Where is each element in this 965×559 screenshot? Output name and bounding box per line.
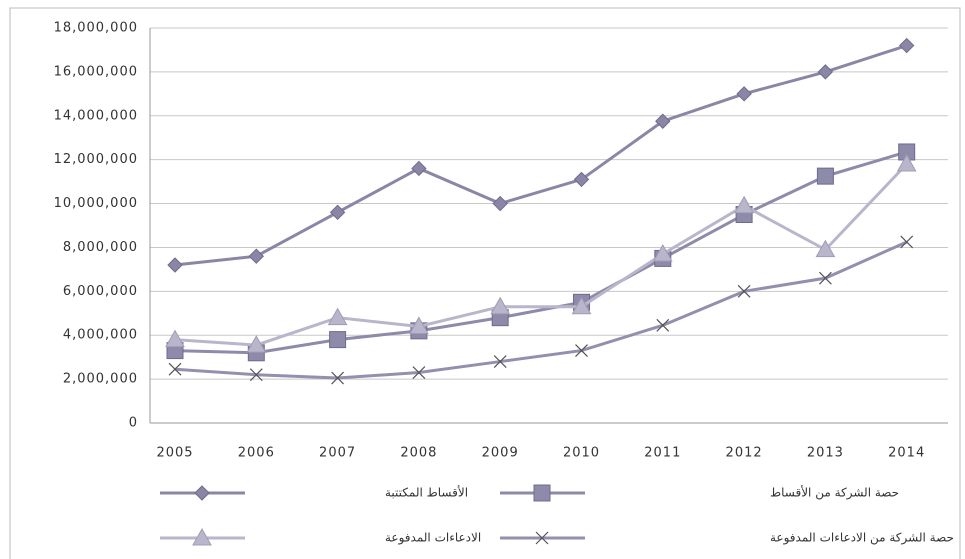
- legend-marker: [533, 484, 551, 502]
- legend-label: حصة الشركة من الادعاءات المدفوعة: [770, 531, 954, 546]
- data-point: [896, 154, 917, 172]
- data-point: [575, 344, 588, 358]
- data-point: [331, 371, 345, 385]
- data-point: [737, 284, 751, 298]
- data-point: [327, 307, 348, 326]
- x-tick-label: 2007: [319, 446, 356, 461]
- data-point: [167, 257, 183, 273]
- data-point: [817, 64, 834, 80]
- y-tick-label: 2,000,000: [63, 372, 138, 387]
- legend-label: حصة الشركة من الأقساط: [770, 485, 899, 501]
- data-point: [412, 366, 426, 379]
- data-point: [492, 195, 508, 212]
- data-point: [490, 296, 511, 315]
- data-point: [818, 271, 832, 285]
- x-tick-label: 2011: [644, 446, 681, 461]
- y-tick-label: 4,000,000: [63, 328, 138, 343]
- y-tick-label: 0: [129, 416, 138, 431]
- x-tick-label: 2008: [400, 446, 437, 461]
- legend-item: حصة الشركة من الأقساط: [500, 485, 899, 501]
- x-tick-label: 2006: [238, 446, 275, 461]
- series-line: [174, 240, 908, 380]
- data-point: [734, 195, 754, 214]
- data-point: [329, 204, 346, 221]
- x-tick-label: 2009: [482, 446, 519, 461]
- series-line: [174, 44, 908, 267]
- legend-label: الادعاءات المدفوعة: [385, 531, 481, 546]
- chart-frame: [9, 7, 961, 559]
- data-point: [168, 362, 182, 376]
- data-point: [246, 335, 267, 353]
- data-point: [329, 331, 347, 349]
- data-point: [165, 329, 185, 348]
- series-line: [174, 163, 908, 347]
- legend-marker: [192, 527, 212, 546]
- x-tick-label: 2005: [156, 446, 193, 461]
- data-point: [652, 244, 673, 262]
- series-line: [174, 150, 908, 355]
- data-point: [571, 296, 592, 315]
- y-tick-label: 16,000,000: [54, 64, 138, 79]
- y-tick-label: 12,000,000: [54, 152, 138, 167]
- legend-label: الأقساط المكتتبة: [385, 485, 468, 500]
- data-point: [655, 113, 671, 129]
- data-point: [409, 316, 429, 334]
- data-point: [656, 318, 670, 332]
- y-tick-label: 8,000,000: [63, 240, 138, 255]
- legend-marker: [535, 531, 549, 545]
- data-point: [573, 171, 590, 188]
- legend-marker: [194, 485, 210, 501]
- y-tick-label: 18,000,000: [54, 21, 138, 36]
- data-point: [815, 239, 836, 258]
- data-point: [900, 235, 914, 249]
- data-point: [248, 248, 265, 264]
- y-tick-label: 10,000,000: [54, 196, 138, 211]
- x-tick-label: 2014: [888, 446, 925, 461]
- legend-item: حصة الشركة من الادعاءات المدفوعة: [500, 531, 954, 546]
- data-point: [249, 368, 263, 382]
- data-point: [493, 355, 507, 368]
- y-tick-label: 14,000,000: [54, 108, 138, 123]
- x-tick-label: 2010: [563, 446, 600, 461]
- data-point: [898, 37, 915, 54]
- x-tick-label: 2012: [726, 446, 763, 461]
- data-point: [736, 86, 752, 102]
- data-point: [411, 160, 427, 177]
- y-tick-label: 6,000,000: [63, 284, 138, 299]
- x-tick-label: 2013: [807, 446, 844, 461]
- data-point: [816, 167, 834, 185]
